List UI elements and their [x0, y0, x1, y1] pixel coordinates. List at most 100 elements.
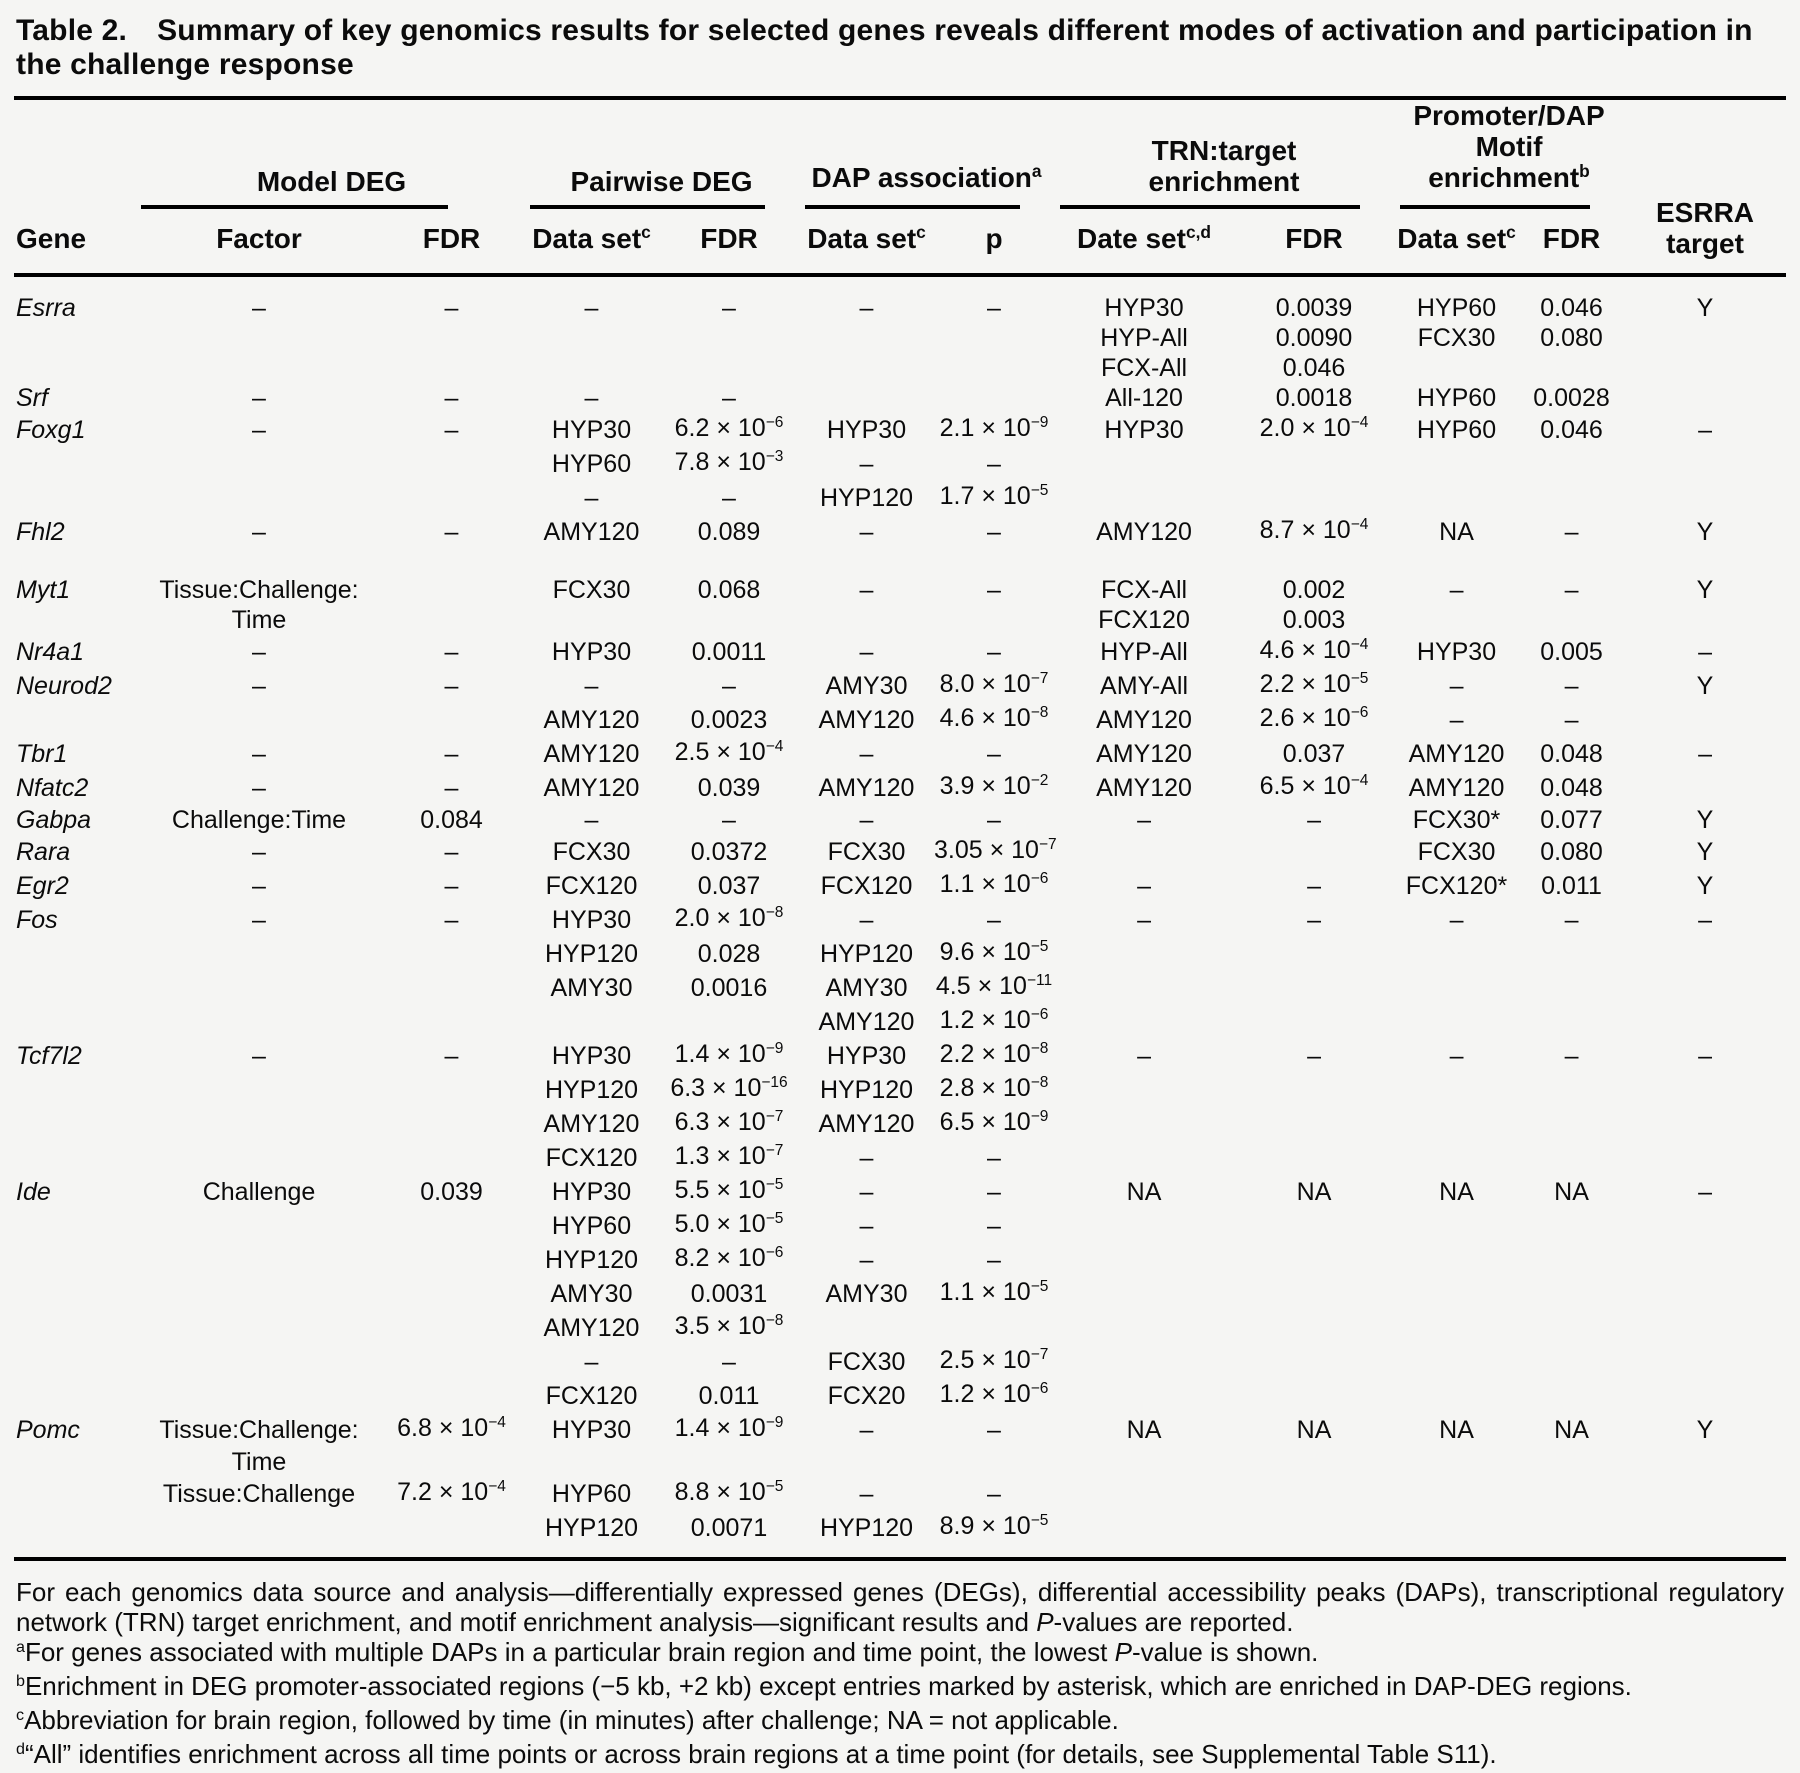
cell-dataset-trn: [1054, 1379, 1234, 1413]
cell-p-dap: –: [987, 1246, 1001, 1274]
cell-dataset-trn: AMY120: [1096, 518, 1192, 546]
cell-p-dap: –: [987, 1416, 1001, 1444]
cell-fdr-pairwise: 2.5 × 10−4: [674, 738, 784, 766]
cell-p-dap: –: [987, 1480, 1001, 1508]
cell-fdr-model: [379, 1243, 524, 1277]
cell-fdr-model: –: [444, 740, 459, 768]
cell-gene: Ide: [16, 1178, 51, 1206]
cell-dataset-trn: NA: [1126, 1178, 1162, 1206]
cell-fdr-promoter: [1519, 353, 1624, 383]
cell-dataset-dap: HYP120: [819, 1514, 914, 1542]
cell-fdr-trn: [1234, 1277, 1394, 1311]
cell-dataset-promoter: NA: [1439, 1178, 1474, 1206]
cell-gene: [14, 937, 139, 971]
cell-esrra-target: Y: [1696, 518, 1714, 546]
spacer-row: [14, 549, 1786, 575]
cell-p-dap: 9.6 × 10−5: [939, 938, 1049, 966]
cell-fdr-trn: [1234, 1005, 1394, 1039]
header-esrra-target: ESRRA target: [1624, 100, 1787, 277]
cell-factor: –: [252, 294, 266, 322]
cell-dataset-promoter: –: [1449, 672, 1464, 700]
cell-dataset-trn: [1054, 1277, 1234, 1311]
cell-dataset-promoter: [1394, 447, 1519, 481]
cell-gene: [14, 1345, 139, 1379]
cell-fdr-pairwise: 0.0023: [690, 706, 768, 734]
cell-dataset-promoter: [1394, 1379, 1519, 1413]
cell-fdr-pairwise: [659, 1447, 799, 1477]
cell-esrra-target: Y: [1696, 838, 1714, 866]
cell-dataset-trn: [1054, 1447, 1234, 1477]
cell-dataset-promoter: –: [1449, 706, 1464, 734]
cell-dataset-dap: HYP120: [819, 1076, 914, 1104]
table-row: Foxg1 – – HYP30 6.2 × 10−6 HYP30 2.1 × 10−9 HYP…: [14, 413, 1786, 447]
cell-gene: [14, 1379, 139, 1413]
cell-fdr-promoter: 0.046: [1540, 416, 1603, 444]
cell-factor: Tissue:Challenge: [162, 1480, 356, 1508]
cell-fdr-trn: –: [1307, 1042, 1321, 1070]
header-factor: Factor: [139, 209, 379, 277]
cell-dataset-promoter: [1394, 353, 1519, 383]
cell-dataset-pairwise: HYP30: [551, 906, 632, 934]
table-row: HYP120 6.3 × 10−16 HYP120 2.8 × 10−8: [14, 1073, 1786, 1107]
cell-dataset-pairwise: HYP60: [551, 1212, 632, 1240]
cell-fdr-trn: [1234, 1477, 1394, 1511]
results-table: Gene Model DEG Pairwise DEG DAP associat…: [14, 100, 1787, 1561]
cell-p-dap: 1.2 × 10−6: [939, 1006, 1049, 1034]
table-body: Esrra – – – – – – HYP30 0.0039 HYP60 0.046 Y HYP-All…: [14, 275, 1786, 1559]
cell-p-dap: 6.5 × 10−9: [939, 1108, 1049, 1136]
cell-fdr-pairwise: 6.3 × 10−16: [670, 1074, 788, 1102]
cell-dataset-promoter: NA: [1439, 1416, 1474, 1444]
cell-gene: [14, 605, 139, 635]
cell-dataset-promoter: [1394, 937, 1519, 971]
cell-fdr-promoter: –: [1564, 706, 1579, 734]
cell-esrra-target: [1624, 447, 1786, 481]
cell-fdr-promoter: 0.077: [1540, 806, 1603, 834]
cell-factor: Time: [231, 1448, 287, 1476]
cell-dataset-trn: [1054, 1511, 1234, 1559]
cell-factor: Time: [231, 606, 287, 634]
cell-dataset-pairwise: HYP30: [551, 1042, 632, 1070]
cell-fdr-trn: [1234, 937, 1394, 971]
cell-dataset-dap: [799, 605, 934, 635]
cell-dataset-trn: [1054, 447, 1234, 481]
cell-fdr-pairwise: –: [722, 294, 736, 322]
cell-p-dap: [934, 605, 1054, 635]
cell-fdr-model: [379, 937, 524, 971]
cell-fdr-trn: [1234, 481, 1394, 515]
cell-dataset-dap: –: [859, 518, 874, 546]
cell-fdr-promoter: 0.0028: [1533, 384, 1610, 412]
cell-dataset-dap: AMY120: [818, 1008, 915, 1036]
cell-fdr-pairwise: 6.3 × 10−7: [674, 1108, 784, 1136]
cell-fdr-promoter: [1519, 1511, 1624, 1559]
cell-fdr-model: –: [444, 294, 459, 322]
cell-dataset-pairwise: HYP120: [544, 1514, 639, 1542]
cell-fdr-model: [379, 353, 524, 383]
cell-dataset-promoter: HYP60: [1416, 416, 1497, 444]
cell-dataset-pairwise: HYP120: [544, 940, 639, 968]
cell-esrra-target: –: [1698, 740, 1712, 768]
cell-fdr-model: [379, 1209, 524, 1243]
cell-p-dap: 1.1 × 10−6: [939, 870, 1049, 898]
cell-fdr-model: 0.084: [420, 806, 483, 834]
table-row: HYP-All 0.0090 FCX30 0.080: [14, 323, 1786, 353]
cell-dataset-dap: AMY120: [818, 1110, 915, 1138]
cell-gene: [14, 447, 139, 481]
cell-p-dap: [934, 383, 1054, 413]
cell-factor: Challenge:Time: [171, 806, 347, 834]
table-row: HYP120 8.2 × 10−6 – –: [14, 1243, 1786, 1277]
cell-fdr-promoter: [1519, 481, 1624, 515]
cell-fdr-promoter: –: [1564, 906, 1579, 934]
cell-dataset-dap: AMY30: [825, 974, 908, 1002]
cell-factor: –: [252, 774, 266, 802]
cell-dataset-pairwise: –: [584, 484, 599, 512]
header-p-dap: p: [934, 209, 1055, 277]
cell-fdr-pairwise: 0.037: [697, 872, 761, 900]
cell-dataset-trn: FCX-All: [1100, 576, 1188, 604]
cell-dataset-pairwise: [524, 1447, 659, 1477]
table-row: Time: [14, 1447, 1786, 1477]
table-row: Tissue:Challenge 7.2 × 10−4 HYP60 8.8 × 10−…: [14, 1477, 1786, 1511]
cell-gene: Egr2: [16, 872, 69, 900]
cell-fdr-trn: 8.7 × 10−4: [1259, 516, 1369, 544]
table-row: Fos – – HYP30 2.0 × 10−8 – – – – – – –: [14, 903, 1786, 937]
cell-dataset-promoter: [1394, 1277, 1519, 1311]
